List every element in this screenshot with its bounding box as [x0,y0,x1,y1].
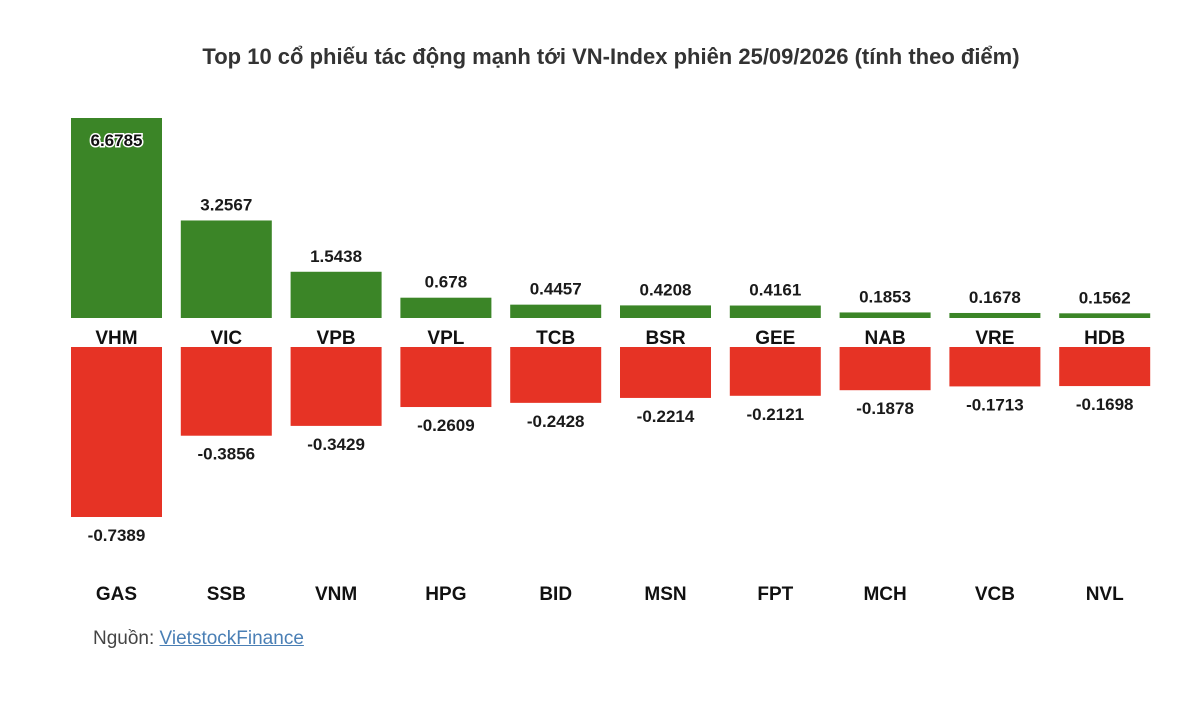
bar-gainer-vic [180,220,272,318]
bar-gainer-hdb [1059,313,1151,318]
value-label-gainer: 0.678 [425,273,468,292]
tick-label-gainer: BSR [645,328,685,349]
tick-label-gainer: VRE [975,328,1014,349]
value-label-gainer: 6.6785 [91,131,143,150]
value-label-loser: -0.7389 [88,526,146,545]
bar-loser-nvl [1059,347,1151,387]
bar-loser-ssb [180,347,272,436]
tick-label-loser: BID [539,584,572,605]
value-label-gainer: 0.1562 [1079,288,1131,307]
tick-label-gainer: VHM [95,328,137,349]
value-label-loser: -0.2609 [417,416,475,435]
chart-title: Top 10 cổ phiếu tác động mạnh tới VN-Ind… [202,44,1020,69]
bar-loser-mch [839,347,931,391]
value-label-gainer: 0.4457 [530,280,582,299]
tick-label-gainer: VPL [427,328,464,349]
bar-loser-gas [71,347,162,517]
tick-label-gainer: NAB [865,328,906,349]
bar-gainer-vre [949,312,1041,318]
bar-loser-vcb [949,347,1041,387]
bar-loser-hpg [400,347,492,408]
tick-label-loser: FPT [757,584,793,605]
tick-label-gainer: GEE [755,328,795,349]
tick-label-loser: GAS [96,584,137,605]
bar-gainer-nab [839,312,931,318]
value-label-gainer: 0.4161 [749,281,801,300]
value-label-gainer: 1.5438 [310,247,362,266]
tick-label-gainer: HDB [1084,328,1125,349]
source-note: Nguồn: VietstockFinance [93,628,304,650]
value-label-loser: -0.1713 [966,395,1024,414]
value-label-loser: -0.3429 [307,435,365,454]
tick-label-loser: SSB [207,584,246,605]
tick-label-loser: MCH [863,584,906,605]
value-label-loser: -0.3856 [197,445,255,464]
value-label-gainer: 3.2567 [200,195,252,214]
bar-gainer-gee [729,305,821,318]
tick-label-gainer: TCB [536,328,575,349]
tick-label-gainer: VIC [210,328,242,349]
tick-label-loser: HPG [425,584,466,605]
source-link[interactable]: VietstockFinance [159,628,304,649]
value-label-loser: -0.2121 [746,405,804,424]
bar-gainer-bsr [620,305,711,318]
tick-label-loser: VNM [315,584,357,605]
value-label-loser: -0.1878 [856,399,914,418]
tick-label-loser: MSN [644,584,686,605]
tick-label-loser: NVL [1086,584,1124,605]
source-prefix: Nguồn: [93,628,160,649]
bar-loser-bid [510,347,602,403]
tick-label-gainer: VPB [317,328,356,349]
bar-loser-fpt [729,347,821,396]
bar-gainer-vpl [400,297,492,318]
bar-gainer-vpb [290,271,382,318]
value-label-gainer: 0.1678 [969,288,1021,307]
bar-gainer-vhm [71,118,162,318]
value-label-loser: -0.2214 [637,407,695,426]
bar-loser-vnm [290,347,382,426]
value-label-gainer: 0.4208 [640,280,692,299]
value-label-loser: -0.2428 [527,412,585,431]
tick-label-loser: VCB [975,584,1015,605]
value-label-gainer: 0.1853 [859,287,911,306]
bar-loser-msn [620,347,711,398]
value-label-loser: -0.1698 [1076,395,1134,414]
bar-gainer-tcb [510,304,602,318]
